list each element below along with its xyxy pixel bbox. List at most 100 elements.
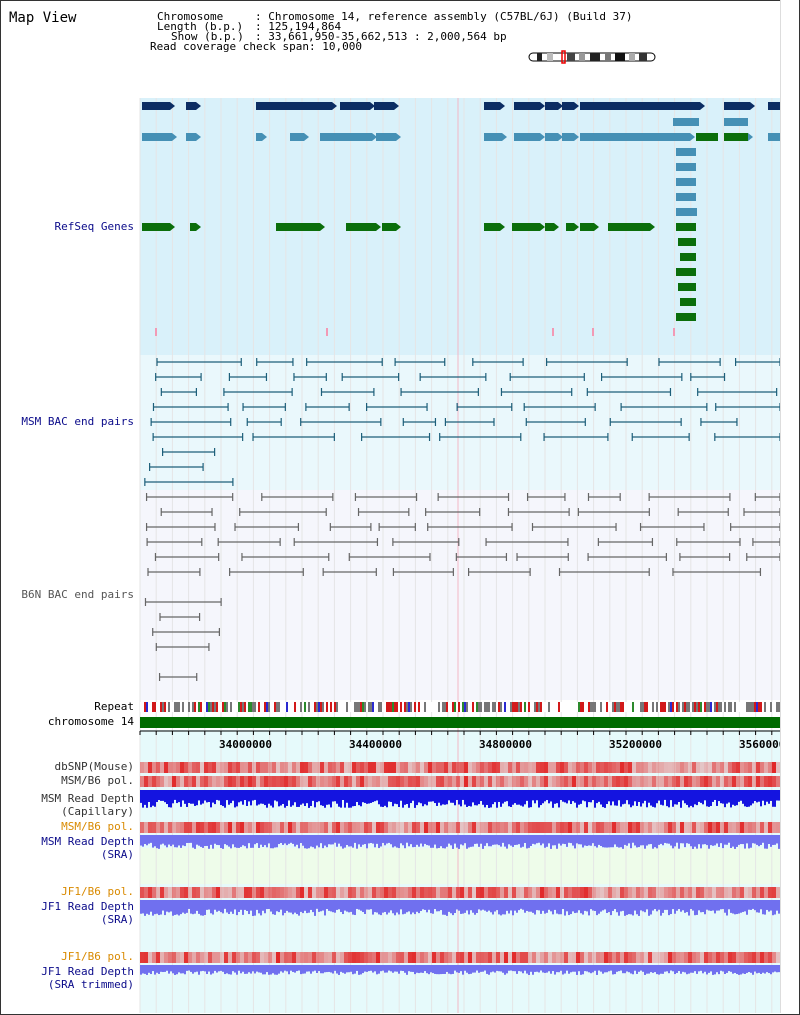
depth-bin — [672, 790, 674, 807]
depth-bin — [738, 900, 740, 914]
depth-bin — [406, 835, 408, 843]
repeat-mark — [166, 702, 168, 712]
polymorphism-bin — [140, 762, 144, 773]
depth-bin — [182, 835, 184, 846]
depth-bin — [334, 965, 336, 971]
depth-bin — [680, 900, 682, 912]
depth-bin — [340, 835, 342, 847]
polymorphism-bin — [508, 776, 512, 787]
gene-block — [676, 223, 696, 231]
polymorphism-bin — [680, 887, 684, 898]
depth-bin — [320, 790, 322, 806]
polymorphism-bin — [756, 776, 760, 787]
repeat-mark — [318, 702, 320, 712]
depth-bin — [534, 790, 536, 804]
depth-bin — [670, 790, 672, 801]
depth-bin — [414, 965, 416, 975]
depth-bin — [184, 965, 186, 975]
polymorphism-bin — [288, 776, 292, 787]
depth-bin — [306, 965, 308, 972]
depth-bin — [242, 790, 244, 805]
depth-bin — [744, 835, 746, 849]
polymorphism-bin — [628, 887, 632, 898]
depth-bin — [350, 790, 352, 808]
depth-bin — [532, 900, 534, 913]
depth-bin — [660, 965, 662, 974]
marker — [592, 328, 594, 336]
depth-bin — [732, 965, 734, 974]
depth-bin — [760, 790, 762, 807]
polymorphism-bin — [204, 952, 208, 963]
depth-bin — [458, 965, 460, 973]
depth-bin — [538, 900, 540, 911]
polymorphism-bin — [312, 887, 316, 898]
polymorphism-bin — [208, 762, 212, 773]
depth-bin — [700, 965, 702, 971]
polymorphism-bin — [488, 762, 492, 773]
depth-bin — [484, 900, 486, 911]
polymorphism-bin — [456, 776, 460, 787]
repeat-mark — [282, 702, 284, 712]
depth-bin — [606, 900, 608, 913]
polymorphism-bin — [304, 776, 308, 787]
polymorphism-bin — [480, 776, 484, 787]
polymorphism-bin — [536, 822, 540, 833]
depth-bin — [610, 900, 612, 916]
gene-arrow — [500, 223, 505, 231]
polymorphism-bin — [224, 776, 228, 787]
repeat-mark — [438, 702, 440, 712]
depth-bin — [330, 790, 332, 808]
chromosome-ideogram[interactable] — [527, 50, 657, 64]
chromosome-key: Chromosome — [157, 10, 224, 23]
repeat-mark — [378, 702, 380, 712]
depth-bin — [582, 835, 584, 848]
depth-bin — [424, 790, 426, 805]
polymorphism-bin — [244, 776, 248, 787]
depth-bin — [534, 965, 536, 972]
polymorphism-bin — [372, 762, 376, 773]
polymorphism-bin — [524, 776, 528, 787]
repeat-mark — [418, 702, 420, 712]
depth-bin — [290, 965, 292, 971]
polymorphism-bin — [196, 887, 200, 898]
repeat-mark — [448, 702, 450, 712]
polymorphism-bin — [596, 822, 600, 833]
polymorphism-bin — [540, 952, 544, 963]
depth-bin — [408, 900, 410, 912]
polymorphism-bin — [312, 776, 316, 787]
depth-bin — [360, 900, 362, 911]
polymorphism-bin — [676, 887, 680, 898]
depth-bin — [502, 900, 504, 915]
polymorphism-bin — [212, 887, 216, 898]
depth-bin — [446, 965, 448, 972]
repeat-mark — [400, 702, 402, 712]
polymorphism-bin — [528, 762, 532, 773]
depth-bin — [596, 835, 598, 848]
polymorphism-bin — [428, 952, 432, 963]
repeat-mark — [568, 702, 570, 712]
depth-bin — [194, 835, 196, 849]
depth-bin — [586, 835, 588, 846]
right-scroll-strip[interactable] — [780, 0, 799, 1013]
depth-bin — [354, 835, 356, 843]
polymorphism-bin — [668, 887, 672, 898]
depth-bin — [430, 835, 432, 848]
polymorphism-bin — [588, 762, 592, 773]
depth-bin — [290, 835, 292, 843]
depth-bin — [700, 900, 702, 913]
repeat-mark — [308, 702, 310, 712]
depth-bin — [692, 965, 694, 973]
depth-bin — [644, 965, 646, 975]
depth-bin — [392, 965, 394, 973]
polymorphism-bin — [368, 887, 372, 898]
polymorphism-bin — [168, 887, 172, 898]
depth-bin — [478, 790, 480, 805]
depth-bin — [762, 900, 764, 915]
depth-bin — [620, 790, 622, 807]
repeat-mark — [636, 702, 638, 712]
depth-bin — [164, 790, 166, 803]
gene-arrow — [554, 223, 559, 231]
chromosome-bar — [140, 717, 780, 728]
polymorphism-bin — [748, 776, 752, 787]
